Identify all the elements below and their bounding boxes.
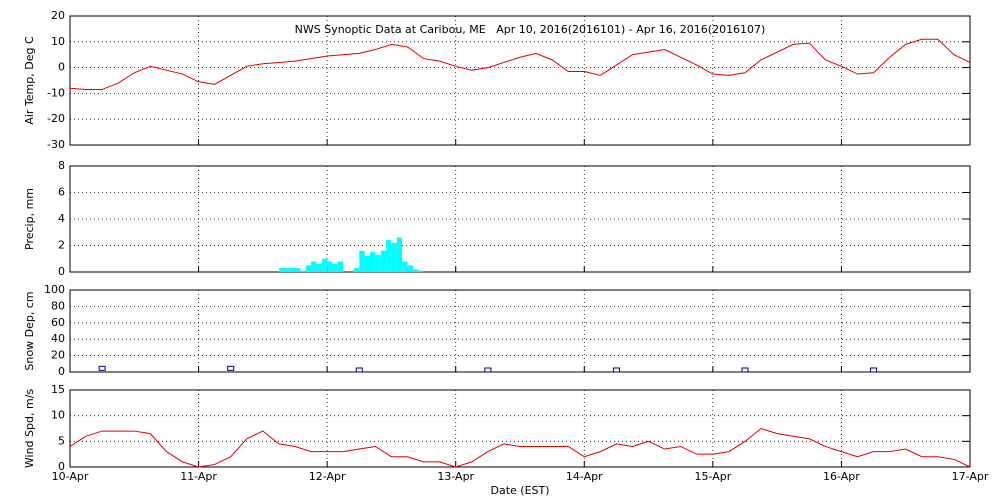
x-tick-label: 10-Apr [52,470,89,483]
data-point [870,367,878,373]
precip-bar [327,261,333,272]
precip-bar [402,261,408,272]
x-tick-label: 13-Apr [437,470,474,483]
y-axis-label: Precip, mm [23,188,36,250]
y-tick-label: 20 [51,9,65,22]
precip-bar [391,242,397,272]
precip-bar [386,240,392,272]
precip-bar [295,268,301,272]
precip-bar [300,270,306,272]
precip-bar [359,250,365,272]
data-point [741,367,749,373]
y-tick-label: 10 [51,35,65,48]
x-tick-label: 17-Apr [952,470,989,483]
precip-bar [407,265,413,272]
y-tick-label: 4 [58,212,65,225]
x-tick-label: 16-Apr [823,470,860,483]
precip-bar [305,265,312,272]
precip-bar [289,268,295,272]
data-point [612,367,620,373]
chart-title: NWS Synoptic Data at Caribou, ME Apr 10,… [295,23,766,36]
precip-bar [396,237,403,272]
x-tick-label: 12-Apr [309,470,346,483]
precip-bar [278,268,285,272]
y-tick-label: 8 [58,159,65,172]
y-axis-label: Snow Dep, cm [23,291,36,370]
y-tick-label: 0 [58,61,65,74]
y-tick-label: -20 [47,112,65,125]
x-axis-label: Date (EST) [490,484,549,497]
y-tick-label: 15 [51,383,65,396]
y-tick-label: 40 [51,332,65,345]
y-tick-label: 2 [58,239,65,252]
x-tick-label: 11-Apr [180,470,217,483]
y-tick-label: 100 [44,283,65,296]
data-point [484,367,492,373]
y-tick-label: 60 [51,316,65,329]
precip-bar [332,264,338,272]
y-tick-label: 5 [58,434,65,447]
precip-bar [364,256,370,272]
y-tick-label: -10 [47,86,65,99]
y-tick-label: 20 [51,349,65,362]
y-tick-label: 10 [51,409,65,422]
precip-bar [284,268,290,272]
data-line [69,427,971,468]
precip-bar [316,264,322,272]
y-tick-label: 0 [58,265,65,278]
y-tick-label: 80 [51,299,65,312]
precip-bar [375,254,381,272]
y-tick-label: 0 [58,460,65,473]
precip-bar [418,270,424,272]
y-axis-label: Wind Spd, m/s [23,389,36,469]
x-tick-label: 15-Apr [694,470,731,483]
panel-frame [69,389,971,468]
data-point [98,365,106,371]
precip-bar [370,252,376,272]
x-tick-label: 14-Apr [566,470,603,483]
y-tick-label: 6 [58,186,65,199]
precip-bar [412,269,419,272]
precip-bar [353,268,360,272]
precip-bar [311,261,317,272]
data-point [355,367,363,373]
data-point [227,365,235,371]
y-axis-label: Air Temp, Deg C [23,36,36,125]
precip-bar [380,250,387,272]
y-tick-label: 0 [58,365,65,378]
precip-bar [337,261,344,272]
precip-bar [321,258,328,272]
y-tick-label: -30 [47,138,65,151]
data-line [69,38,971,91]
